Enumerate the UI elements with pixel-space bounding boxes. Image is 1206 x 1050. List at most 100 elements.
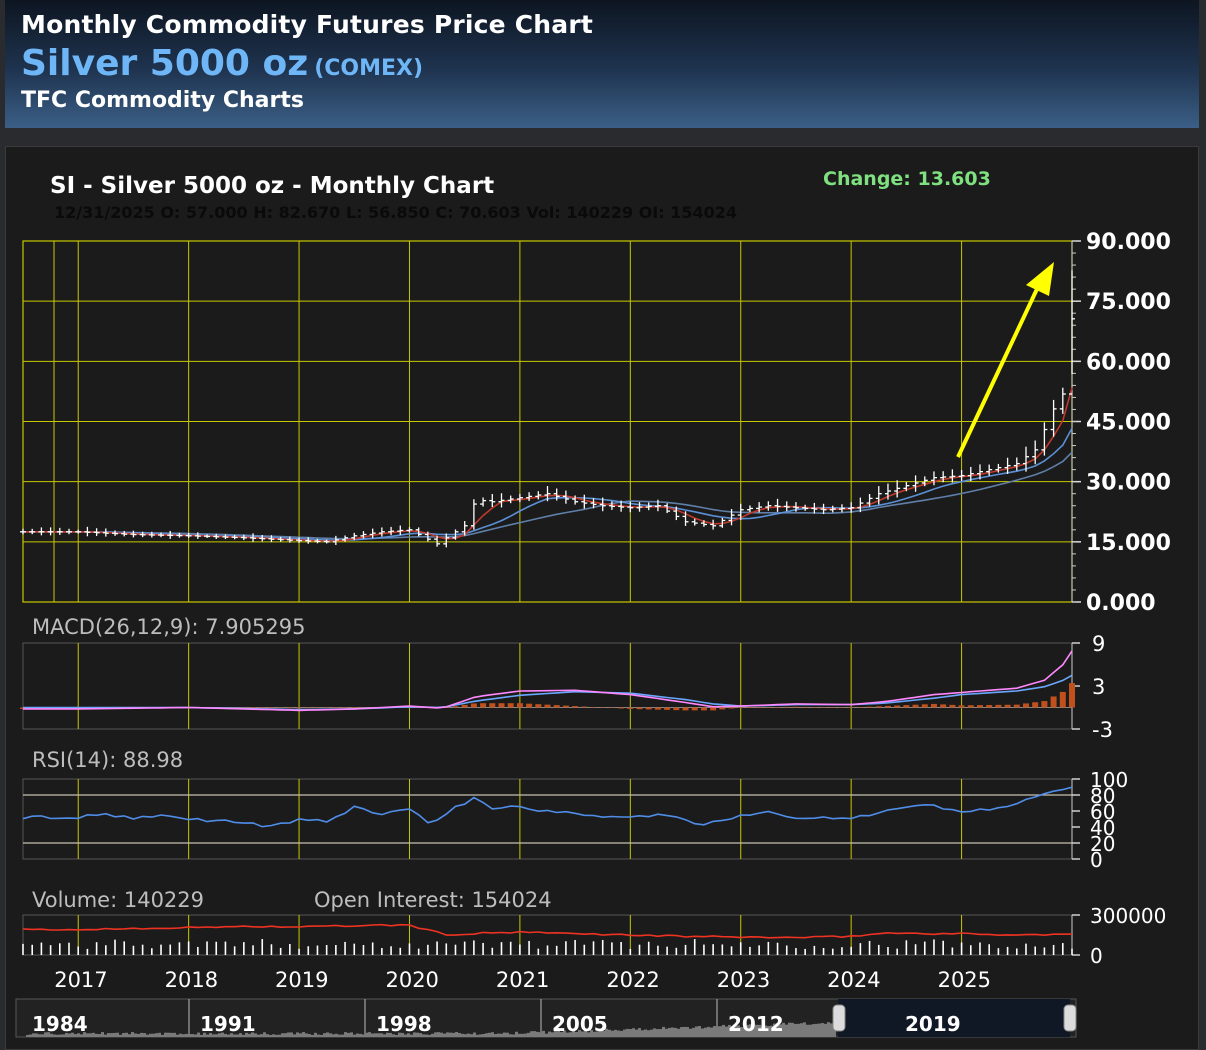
navigator-history-bar — [716, 1026, 719, 1037]
navigator-history-bar — [83, 1032, 86, 1037]
macd-histogram-bar — [553, 705, 560, 708]
navigator-label: 1984 — [32, 1012, 88, 1036]
navigator-history-bar — [452, 1032, 455, 1037]
macd-histogram-bar — [314, 707, 321, 708]
navigator-history-bar — [362, 1034, 365, 1037]
navigator-history-bar — [71, 1032, 74, 1037]
navigator-history-bar — [368, 1032, 371, 1037]
navigator-history-bar — [479, 1034, 482, 1037]
navigator-history-bar — [518, 1033, 521, 1037]
chart-title: SI - Silver 5000 oz - Monthly Chart — [50, 173, 494, 199]
navigator-history-bar — [413, 1032, 416, 1037]
navigator-history-bar — [401, 1032, 404, 1037]
navigator-handle[interactable] — [1063, 1004, 1077, 1032]
navigator-history-bar — [743, 1027, 746, 1037]
navigator-history-bar — [449, 1032, 452, 1037]
navigator-history-bar — [812, 1024, 815, 1037]
navigator-history-bar — [326, 1032, 329, 1037]
macd-histogram-bar — [903, 705, 910, 708]
navigator-history-bar — [404, 1034, 407, 1037]
navigator-history-bar — [239, 1033, 242, 1037]
chart-panel: SI - Silver 5000 oz - Monthly Chart 12/31… — [5, 146, 1199, 1050]
macd-histogram-bar — [562, 705, 569, 708]
navigator-history-bar — [443, 1033, 446, 1037]
navigator-history-bar — [68, 1033, 71, 1037]
navigator-history-bar — [263, 1032, 266, 1037]
navigator-history-bar — [728, 1024, 731, 1037]
navigator-history-bar — [677, 1028, 680, 1037]
navigator-history-bar — [770, 1025, 773, 1037]
navigator-history-bar — [653, 1028, 656, 1037]
navigator-history-bar — [410, 1034, 413, 1037]
navigator-history-bar — [506, 1032, 509, 1037]
navigator-history-bar — [539, 1032, 542, 1037]
macd-histogram-bar — [912, 704, 919, 708]
macd-histogram-bar — [673, 707, 680, 711]
navigator-history-bar — [749, 1024, 752, 1037]
navigator-history-bar — [566, 1032, 569, 1037]
navigator-history-bar — [350, 1032, 353, 1037]
navigator-history-bar — [560, 1032, 563, 1037]
macd-histogram-bar — [259, 707, 266, 708]
macd-histogram-bar — [792, 706, 799, 708]
macd-histogram-bar — [884, 705, 891, 708]
navigator-history-bar — [512, 1034, 515, 1037]
navigator-history-bar — [365, 1032, 368, 1037]
navigator-history-bar — [488, 1032, 491, 1037]
macd-histogram-bar — [774, 707, 781, 708]
navigator-history-bar — [821, 1023, 824, 1037]
open-interest-line — [22, 923, 1073, 939]
navigator-history-bar — [281, 1033, 284, 1037]
navigator-history-bar — [323, 1033, 326, 1037]
rsi-tick-label: 100 — [1090, 768, 1128, 792]
navigator-history-bar — [221, 1032, 224, 1037]
navigator-history-bar — [527, 1032, 530, 1037]
trend-arrow-head — [1026, 262, 1054, 296]
navigator-history-bar — [242, 1034, 245, 1037]
change-label: Change: 13.603 — [823, 168, 991, 190]
navigator-history-bar — [647, 1030, 650, 1037]
navigator-history-bar — [692, 1027, 695, 1037]
navigator-history-bar — [296, 1032, 299, 1037]
navigator-history-bar — [734, 1025, 737, 1037]
navigator-history-bar — [698, 1026, 701, 1037]
navigator-history-bar — [725, 1026, 728, 1037]
navigator-history-bar — [173, 1032, 176, 1037]
navigator-handle[interactable] — [832, 1004, 846, 1032]
navigator-history-bar — [59, 1034, 62, 1037]
macd-histogram-bar — [277, 707, 284, 709]
navigator-history-bar — [446, 1032, 449, 1037]
navigator-history-bar — [293, 1034, 296, 1037]
navigator-history-bar — [377, 1033, 380, 1037]
navigator-history-bar — [437, 1032, 440, 1037]
macd-histogram-bar — [857, 707, 864, 708]
navigator-history-bar — [164, 1032, 167, 1037]
navigator-history-bar — [380, 1033, 383, 1037]
navigator-history-bar — [128, 1034, 131, 1037]
navigator-history-bar — [65, 1033, 68, 1037]
macd-tick-label: -3 — [1092, 718, 1113, 742]
price-chart[interactable]: SI - Silver 5000 oz - Monthly Chart 12/31… — [6, 147, 1198, 1049]
macd-tick-label: 3 — [1092, 675, 1105, 699]
navigator-history-bar — [56, 1034, 59, 1037]
navigator-history-bar — [671, 1027, 674, 1037]
macd-histogram-bar — [480, 703, 487, 708]
macd-line — [23, 650, 1073, 712]
navigator-history-bar — [167, 1032, 170, 1037]
macd-histogram-bar — [1069, 683, 1075, 708]
navigator-history-bar — [521, 1033, 524, 1037]
navigator-history-bar — [797, 1023, 800, 1037]
navigator-selected-range — [838, 999, 1070, 1037]
navigator-history-bar — [317, 1034, 320, 1037]
price-tick-label: 15.000 — [1086, 531, 1171, 556]
macd-histogram-bar — [949, 704, 956, 708]
navigator-history-bar — [701, 1028, 704, 1037]
navigator-history-bar — [332, 1034, 335, 1037]
navigator-history-bar — [746, 1024, 749, 1037]
navigator-history-bar — [419, 1033, 422, 1037]
navigator-history-bar — [227, 1034, 230, 1037]
navigator-history-bar — [791, 1022, 794, 1037]
rsi-tick-label: 20 — [1090, 832, 1115, 856]
macd-histogram-bar — [1059, 691, 1066, 708]
macd-histogram-bar — [986, 704, 993, 708]
